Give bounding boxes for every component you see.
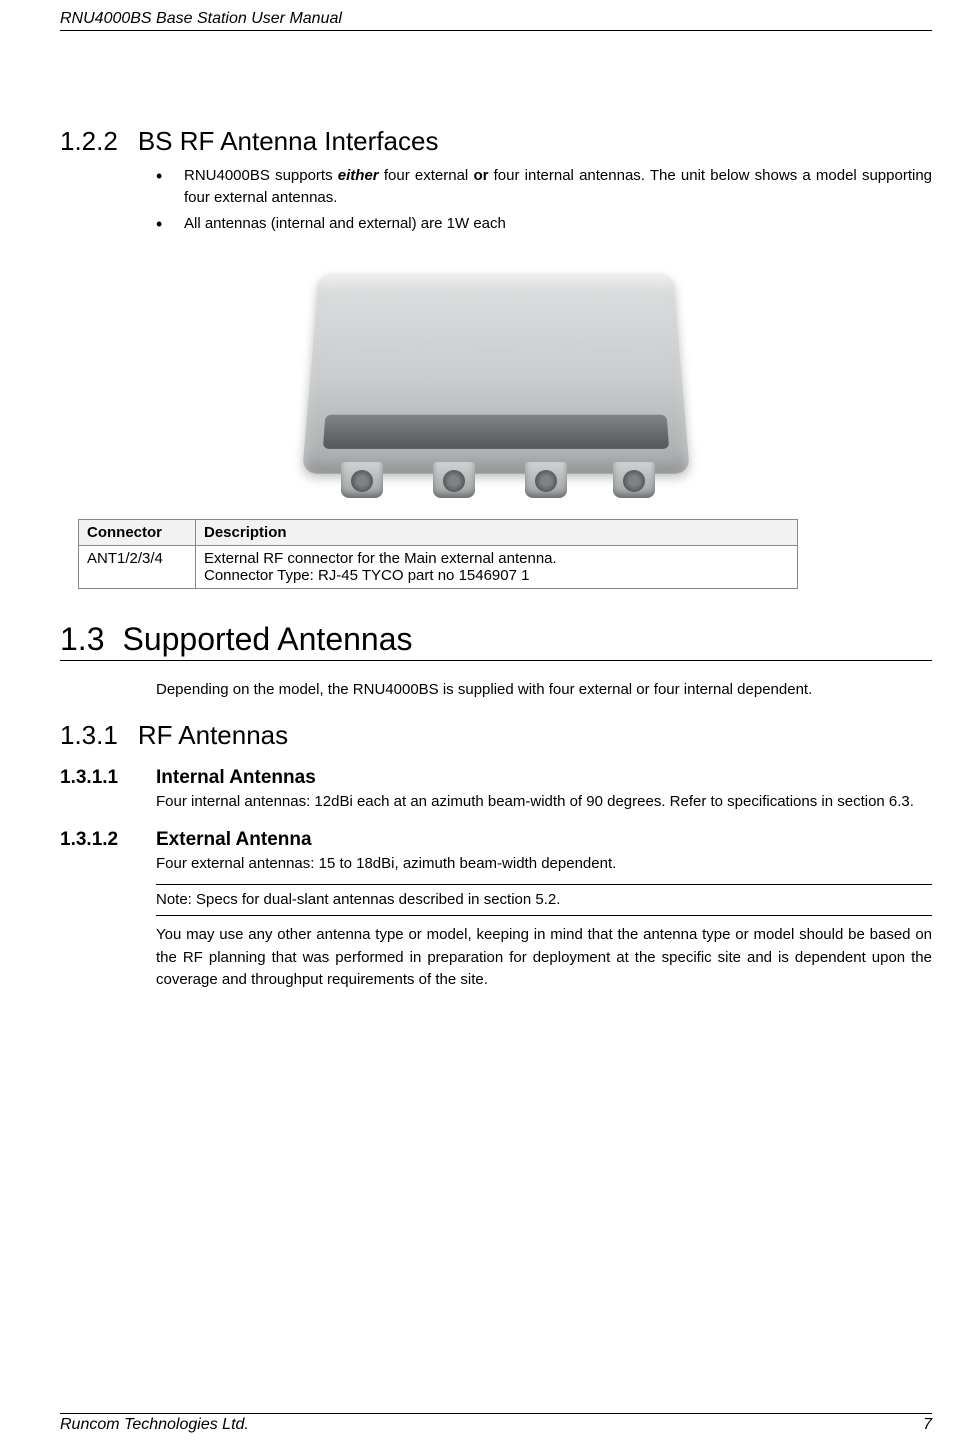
heading-number: 1.3.1.1 xyxy=(60,767,156,789)
bullet-list-1-2-2: RNU4000BS supports either four external … xyxy=(156,165,932,234)
heading-1-3-1: 1.3.1 RF Antennas xyxy=(60,720,932,751)
bullet-text: four external xyxy=(379,167,474,184)
table-header-connector: Connector xyxy=(79,520,196,546)
heading-text: BS RF Antenna Interfaces xyxy=(138,126,439,156)
footer-page-number: 7 xyxy=(923,1416,932,1434)
description-line-1: External RF connector for the Main exter… xyxy=(204,550,557,567)
body-text-1-3-1-2a: Four external antennas: 15 to 18dBi, azi… xyxy=(156,853,932,876)
table-cell-connector: ANT1/2/3/4 xyxy=(79,546,196,589)
body-text-1-3-1-1: Four internal antennas: 12dBi each at an… xyxy=(156,791,932,814)
heading-text: External Antenna xyxy=(156,829,312,850)
bullet-text-emphasis: either xyxy=(338,167,379,184)
table-row: ANT1/2/3/4 External RF connector for the… xyxy=(79,546,798,589)
heading-text: RF Antennas xyxy=(138,720,288,750)
body-text-1-3-1-2b: You may use any other antenna type or mo… xyxy=(156,924,932,992)
heading-number: 1.2.2 xyxy=(60,126,118,157)
description-line-2: Connector Type: RJ-45 TYCO part no 15469… xyxy=(204,567,529,584)
table-cell-description: External RF connector for the Main exter… xyxy=(196,546,798,589)
connector-table: Connector Description ANT1/2/3/4 Externa… xyxy=(78,519,798,589)
heading-divider xyxy=(60,660,932,661)
bullet-item-2: All antennas (internal and external) are… xyxy=(156,213,932,235)
heading-number: 1.3.1 xyxy=(60,720,118,751)
heading-text: Internal Antennas xyxy=(156,767,316,788)
heading-1-3-1-2: 1.3.1.2External Antenna xyxy=(60,829,932,851)
bullet-item-1: RNU4000BS supports either four external … xyxy=(156,165,932,209)
footer-company: Runcom Technologies Ltd. xyxy=(60,1416,249,1434)
heading-1-3-1-1: 1.3.1.1Internal Antennas xyxy=(60,767,932,789)
header-divider xyxy=(60,30,932,31)
table-header-description: Description xyxy=(196,520,798,546)
bullet-text-bold: or xyxy=(473,167,488,184)
page-footer: Runcom Technologies Ltd. 7 xyxy=(60,1413,932,1434)
heading-1-2-2: 1.2.2 BS RF Antenna Interfaces xyxy=(60,126,932,157)
header-title: RNU4000BS Base Station User Manual xyxy=(60,10,932,28)
heading-1-3: 1.3 Supported Antennas xyxy=(60,621,932,658)
body-text-1-3: Depending on the model, the RNU4000BS is… xyxy=(156,679,932,702)
device-image xyxy=(60,240,932,503)
heading-text: Supported Antennas xyxy=(122,621,412,657)
heading-number: 1.3.1.2 xyxy=(60,829,156,851)
table-header-row: Connector Description xyxy=(79,520,798,546)
bullet-text: All antennas (internal and external) are… xyxy=(184,215,506,232)
note-block: Note: Specs for dual-slant antennas desc… xyxy=(156,884,932,917)
heading-number: 1.3 xyxy=(60,621,104,657)
bullet-text: RNU4000BS supports xyxy=(184,167,338,184)
